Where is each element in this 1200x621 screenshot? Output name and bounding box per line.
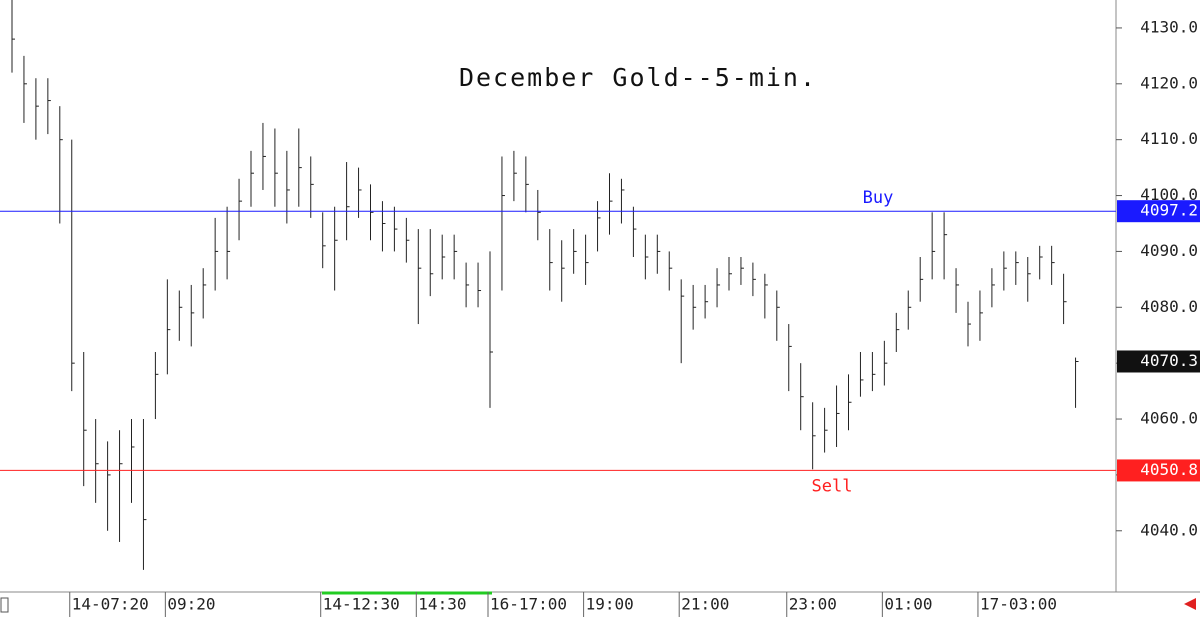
y-tick-label: 4110.0 (1140, 129, 1198, 148)
y-tick-label: 4080.0 (1140, 297, 1198, 316)
x-tick-label: 14-07:20 (72, 595, 149, 614)
x-tick-label: 09:20 (167, 595, 215, 614)
y-tick-label: 4100.0 (1140, 185, 1198, 204)
scroll-box[interactable] (0, 597, 9, 613)
x-tick-label: 14-12:30 (323, 595, 400, 614)
last-price-box (1117, 350, 1200, 373)
level-price: 4097.2 (1140, 201, 1198, 220)
y-tick-label: 4130.0 (1140, 17, 1198, 36)
x-tick-label: 23:00 (789, 595, 837, 614)
x-tick-label: 21:00 (681, 595, 729, 614)
scroll-arrow[interactable] (1184, 598, 1196, 610)
level-label: Sell (812, 476, 853, 496)
x-tick-label: 19:00 (586, 595, 634, 614)
x-tick-label: 17-03:00 (980, 595, 1057, 614)
level-box (1117, 459, 1200, 482)
y-tick-label: 4090.0 (1140, 241, 1198, 260)
x-tick-label: 14:30 (418, 595, 466, 614)
y-tick-label: 4120.0 (1140, 73, 1198, 92)
level-price: 4050.8 (1140, 460, 1198, 479)
y-tick-label: 4040.0 (1140, 520, 1198, 539)
level-label: Buy (863, 188, 894, 208)
x-tick-label: 01:00 (884, 595, 932, 614)
level-box (1117, 200, 1200, 223)
chart-title: December Gold--5-min. (459, 63, 817, 92)
last-price: 4070.3 (1140, 351, 1198, 370)
x-tick-label: 16-17:00 (490, 595, 567, 614)
y-tick-label: 4060.0 (1140, 409, 1198, 428)
